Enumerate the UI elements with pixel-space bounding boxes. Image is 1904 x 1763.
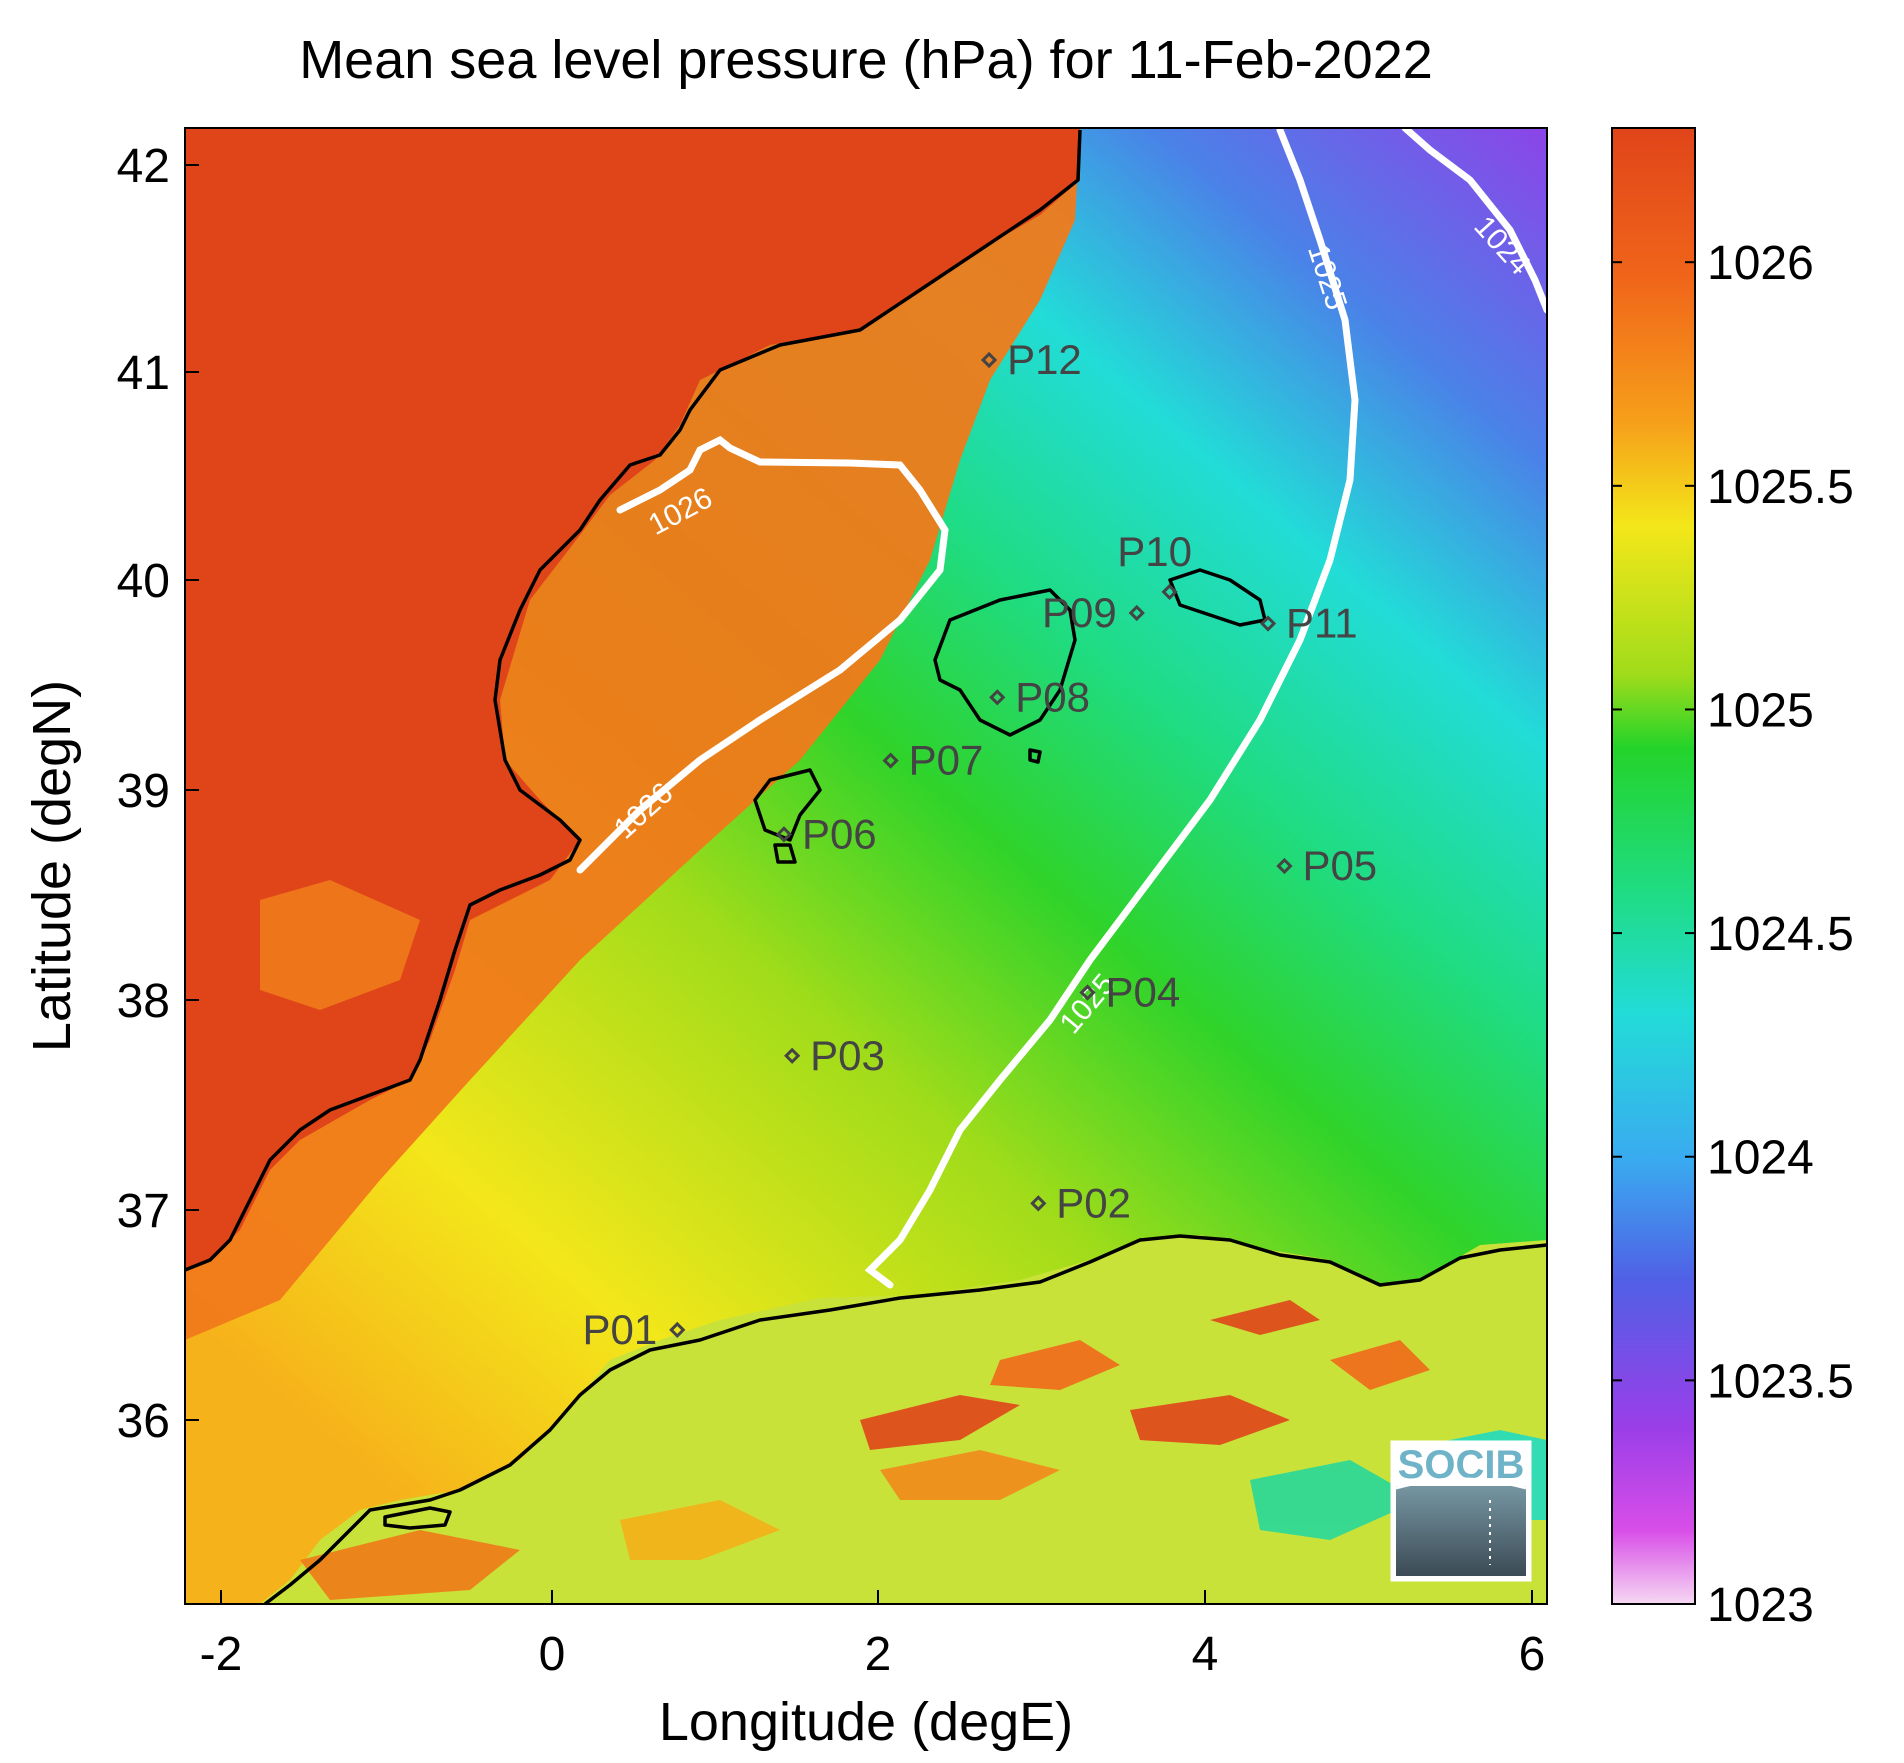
contour-1026: [576, 435, 949, 874]
y-tick-label: 38: [117, 975, 170, 1028]
station-marker: [1259, 615, 1277, 632]
station-marker: [775, 826, 793, 843]
station-label: P08: [1015, 673, 1090, 720]
station-marker: [1030, 1195, 1047, 1212]
station-marker: [980, 351, 998, 369]
coast-formentera: [773, 843, 797, 864]
y-tick-labels: 42 41 40 39 38 37 36: [117, 140, 170, 1448]
station-marker: [1079, 984, 1096, 1001]
colorbar-tick-label: 1026: [1707, 237, 1814, 290]
station-marker: [1276, 857, 1293, 875]
y-axis-label: Latitude (degN): [22, 680, 82, 1052]
contour-1024: [1401, 124, 1551, 314]
colorbar: 1026 1025.5 1025 1024.5 1024 1023.5 1023: [1611, 127, 1854, 1632]
station-label: P01: [583, 1306, 658, 1353]
plot-frame: [184, 127, 1548, 1605]
coast-africa: [263, 1234, 1548, 1606]
station-label: P03: [810, 1032, 885, 1079]
x-tick-label: 4: [1192, 1628, 1219, 1681]
station-marker: [669, 1321, 686, 1339]
x-tick-labels: -2 0 2 4 6: [200, 1628, 1546, 1681]
colorbar-ticks: 1026 1025.5 1025 1024.5 1024 1023.5 1023: [1612, 237, 1854, 1632]
coast-iberia: [184, 129, 1082, 1272]
x-tick-label: -2: [200, 1628, 243, 1681]
station-label: P04: [1106, 969, 1181, 1016]
station-label: P07: [909, 737, 984, 784]
contour-1025: [864, 126, 1359, 1289]
station-marker: [1161, 583, 1178, 601]
station-label: P12: [1007, 336, 1082, 383]
socib-logo: SOCIB: [1390, 1440, 1532, 1582]
chart-title: Mean sea level pressure (hPa) for 11-Feb…: [299, 30, 1433, 90]
y-tick-label: 41: [117, 347, 170, 400]
axis-ticks: [185, 164, 1533, 1604]
station-marker: [989, 689, 1006, 706]
station-marker: [1128, 604, 1145, 622]
contours: [576, 124, 1551, 1289]
colorbar-tick-label: 1024: [1707, 1132, 1814, 1185]
station-label: P02: [1056, 1179, 1131, 1226]
y-tick-label: 37: [117, 1185, 170, 1238]
station-label: P05: [1302, 842, 1377, 889]
coast-alboran: [383, 1506, 452, 1530]
x-tick-label: 0: [539, 1628, 566, 1681]
y-tick-label: 40: [117, 555, 170, 608]
coast-cabrera: [1028, 748, 1042, 764]
station-label: P09: [1042, 589, 1117, 636]
y-tick-label: 42: [117, 140, 170, 193]
station-label: P11: [1286, 600, 1358, 647]
station-marker: [784, 1047, 801, 1064]
station-label: P06: [802, 810, 877, 857]
colorbar-tick-label: 1023: [1707, 1579, 1814, 1632]
coast-ibiza: [753, 768, 822, 842]
colorbar-gradient: [1611, 127, 1696, 1605]
pressure-field: [185, 128, 1547, 1604]
station-label: P10: [1117, 528, 1192, 575]
x-axis-label: Longitude (degE): [659, 1692, 1073, 1752]
land-fringe: [260, 880, 420, 1010]
colorbar-tick-label: 1024.5: [1707, 908, 1854, 961]
y-tick-label: 36: [117, 1395, 170, 1448]
colorbar-tick-label: 1025: [1707, 684, 1814, 737]
coast-mallorca: [933, 588, 1077, 737]
land-iberia: [185, 128, 1080, 1270]
station-marker: [882, 752, 899, 769]
x-tick-label: 6: [1519, 1628, 1546, 1681]
y-tick-label: 39: [117, 765, 170, 818]
colorbar-tick-label: 1025.5: [1707, 461, 1854, 514]
colorbar-tick-label: 1023.5: [1707, 1355, 1854, 1408]
x-tick-label: 2: [865, 1628, 892, 1681]
